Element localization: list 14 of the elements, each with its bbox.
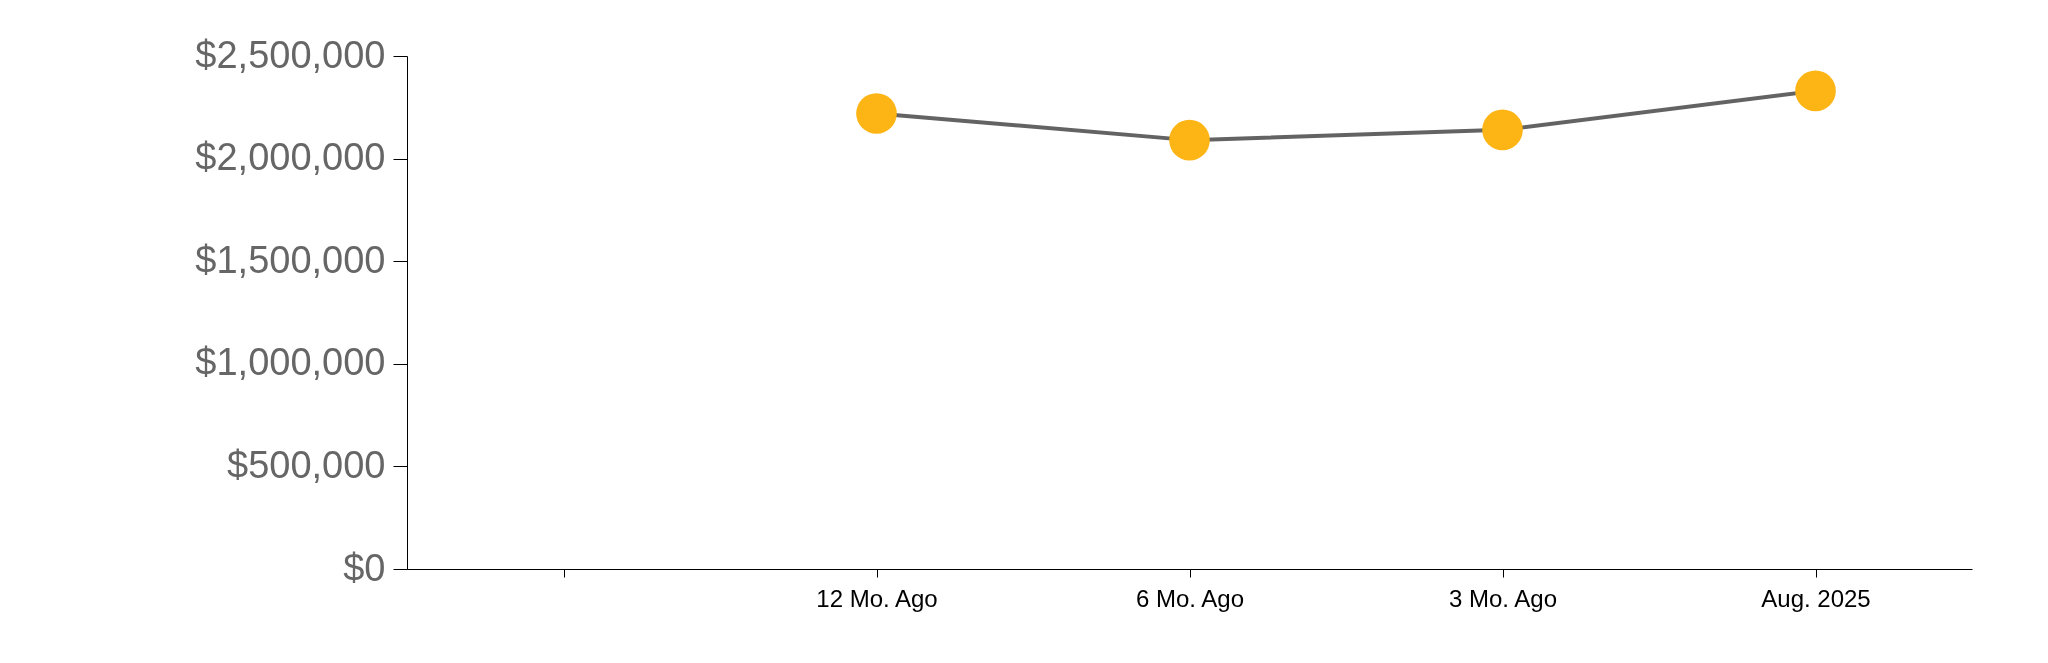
point	[1482, 109, 1523, 151]
y-tick-label: $1,500,000	[195, 238, 386, 281]
x-tick-label: Aug. 2025	[1761, 584, 1871, 612]
x-tick-label: 12 Mo. Ago	[816, 584, 938, 612]
y-tick-label: $1,000,000	[195, 341, 386, 384]
point	[1169, 119, 1210, 161]
y-tick-label: $2,500,000	[195, 33, 386, 76]
x-tick-label: 3 Mo. Ago	[1448, 584, 1558, 612]
y-tick-label: $2,000,000	[195, 136, 386, 179]
point	[1795, 70, 1836, 112]
y-tick-label: $500,000	[227, 443, 386, 486]
x-tick-label: 6 Mo. Ago	[1135, 584, 1245, 612]
point	[856, 93, 897, 134]
y-tick-label: $0	[343, 546, 386, 589]
